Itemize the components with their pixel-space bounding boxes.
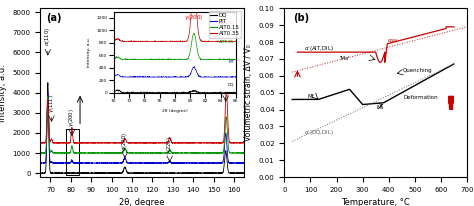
Text: Mf: Mf [307, 94, 314, 99]
Text: Quenching: Quenching [403, 68, 433, 73]
X-axis label: Temperature, °C: Temperature, °C [341, 198, 410, 206]
Text: $\gamma$(220): $\gamma$(220) [165, 136, 174, 155]
Legend: DQ, PIT, AIT0.15, AIT0.35: DQ, PIT, AIT0.15, AIT0.35 [209, 11, 241, 38]
Text: $\alpha'$(AIT,DIL): $\alpha'$(AIT,DIL) [304, 45, 334, 54]
Text: $\gamma$(111): $\gamma$(111) [47, 94, 56, 113]
Text: $\alpha$(110): $\alpha$(110) [43, 27, 52, 46]
X-axis label: 2θ, degree: 2θ, degree [119, 198, 165, 206]
Bar [66, 129, 79, 175]
Text: 'Ms': 'Ms' [339, 56, 350, 61]
Text: Deformation: Deformation [403, 95, 438, 100]
Text: $\gamma$(200): $\gamma$(200) [67, 108, 76, 127]
Y-axis label: Intensity, a.u.: Intensity, a.u. [0, 64, 7, 122]
Text: $\alpha$(200): $\alpha$(200) [120, 132, 129, 151]
Text: $\alpha$(211): $\alpha$(211) [221, 74, 230, 93]
Text: (b): (b) [293, 13, 310, 23]
Text: (a): (a) [46, 13, 62, 23]
Text: $\alpha'$(DQ,DIL): $\alpha'$(DQ,DIL) [304, 129, 334, 138]
Text: $\alpha_{BF}$: $\alpha_{BF}$ [387, 37, 399, 45]
Text: Ms: Ms [377, 105, 384, 110]
Y-axis label: Volumetric strain, ΔV / V₀: Volumetric strain, ΔV / V₀ [245, 44, 254, 141]
